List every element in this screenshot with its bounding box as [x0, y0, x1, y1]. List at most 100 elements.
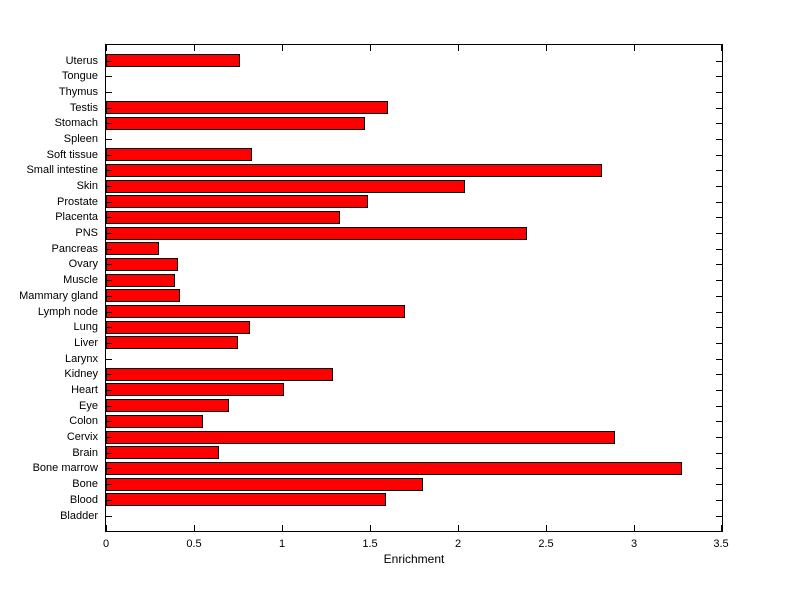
- y-tick-right-soft-tissue: [716, 155, 722, 156]
- y-tick-label-muscle: Muscle: [63, 274, 98, 287]
- y-tick-label-testis: Testis: [69, 101, 98, 114]
- y-tick-right-kidney: [716, 374, 722, 375]
- y-tick-left-colon: [106, 421, 112, 422]
- y-tick-right-brain: [716, 453, 722, 454]
- x-tick-top-2: [458, 45, 459, 51]
- y-tick-label-larynx: Larynx: [64, 352, 98, 365]
- x-tick-label-3: 3: [630, 538, 638, 550]
- bar-pancreas: [106, 242, 159, 256]
- y-tick-left-heart: [106, 390, 112, 391]
- y-tick-label-lung: Lung: [73, 321, 98, 334]
- bar-uterus: [106, 54, 240, 67]
- y-tick-label-colon: Colon: [69, 415, 98, 428]
- x-tick-top-1: [282, 45, 283, 51]
- y-tick-label-thymus: Thymus: [58, 85, 98, 98]
- x-tick-bottom-3.5: [721, 525, 722, 531]
- y-tick-label-liver: Liver: [74, 336, 98, 349]
- x-tick-label-3.5: 3.5: [713, 538, 729, 550]
- y-tick-label-kidney: Kidney: [64, 368, 98, 381]
- bar-lung: [106, 320, 251, 334]
- bar-soft-tissue: [106, 148, 253, 162]
- bar-lymph-node: [106, 305, 406, 319]
- y-tick-right-mammary-gland: [716, 296, 722, 297]
- bar-skin: [106, 179, 466, 193]
- y-tick-left-blood: [106, 500, 112, 501]
- bar-stomach: [106, 116, 365, 130]
- y-tick-label-bladder: Bladder: [60, 509, 98, 522]
- x-tick-top-3: [634, 45, 635, 51]
- y-tick-label-placenta: Placenta: [55, 211, 98, 224]
- y-tick-right-heart: [716, 390, 722, 391]
- y-tick-left-mammary-gland: [106, 296, 112, 297]
- y-tick-right-larynx: [716, 359, 722, 360]
- y-tick-right-tongue: [716, 76, 722, 77]
- y-tick-right-blood: [716, 500, 722, 501]
- y-tick-label-bone-marrow: Bone marrow: [32, 462, 98, 475]
- y-tick-left-stomach: [106, 123, 112, 124]
- y-tick-left-kidney: [106, 374, 112, 375]
- y-tick-label-lymph-node: Lymph node: [37, 305, 98, 318]
- y-tick-right-small-intestine: [716, 170, 722, 171]
- y-tick-left-placenta: [106, 217, 112, 218]
- y-tick-right-pancreas: [716, 249, 722, 250]
- y-tick-label-small-intestine: Small intestine: [26, 164, 98, 177]
- y-tick-right-eye: [716, 406, 722, 407]
- x-tick-bottom-1.5: [370, 525, 371, 531]
- y-tick-label-blood: Blood: [69, 493, 98, 506]
- y-tick-left-thymus: [106, 92, 112, 93]
- y-tick-right-bone-marrow: [716, 468, 722, 469]
- y-tick-right-ovary: [716, 264, 722, 265]
- y-tick-left-soft-tissue: [106, 155, 112, 156]
- bar-small-intestine: [106, 163, 603, 177]
- x-tick-label-0: 0: [102, 538, 110, 550]
- y-tick-right-lung: [716, 327, 722, 328]
- y-tick-right-uterus: [716, 61, 722, 62]
- x-tick-top-1.5: [370, 45, 371, 51]
- y-tick-label-mammary-gland: Mammary gland: [19, 289, 98, 302]
- y-tick-left-skin: [106, 186, 112, 187]
- y-tick-left-cervix: [106, 437, 112, 438]
- x-tick-top-2.5: [546, 45, 547, 51]
- y-tick-left-lymph-node: [106, 312, 112, 313]
- y-tick-right-lymph-node: [716, 312, 722, 313]
- y-tick-right-liver: [716, 343, 722, 344]
- x-tick-label-2.5: 2.5: [538, 538, 554, 550]
- x-tick-bottom-2.5: [546, 525, 547, 531]
- y-tick-label-ovary: Ovary: [68, 258, 98, 271]
- y-tick-right-colon: [716, 421, 722, 422]
- y-tick-right-muscle: [716, 280, 722, 281]
- bar-cervix: [106, 430, 615, 444]
- y-tick-right-bladder: [716, 516, 722, 517]
- bar-testis: [106, 101, 388, 115]
- y-tick-left-small-intestine: [106, 170, 112, 171]
- bar-bone: [106, 477, 423, 491]
- y-tick-left-tongue: [106, 76, 112, 77]
- y-tick-right-prostate: [716, 202, 722, 203]
- y-tick-left-spleen: [106, 139, 112, 140]
- y-tick-left-pns: [106, 233, 112, 234]
- plot-area: [105, 44, 723, 532]
- bar-brain: [106, 446, 219, 460]
- y-tick-right-spleen: [716, 139, 722, 140]
- y-tick-left-testis: [106, 108, 112, 109]
- x-tick-bottom-0: [106, 525, 107, 531]
- x-tick-top-0.5: [194, 45, 195, 51]
- y-tick-label-tongue: Tongue: [61, 70, 98, 83]
- y-tick-left-liver: [106, 343, 112, 344]
- bar-kidney: [106, 367, 334, 381]
- bar-colon: [106, 414, 203, 428]
- y-tick-left-muscle: [106, 280, 112, 281]
- bar-eye: [106, 399, 230, 413]
- y-tick-left-eye: [106, 406, 112, 407]
- y-tick-left-pancreas: [106, 249, 112, 250]
- bar-blood: [106, 493, 386, 507]
- y-tick-label-skin: Skin: [76, 180, 98, 193]
- y-tick-label-pancreas: Pancreas: [51, 242, 98, 255]
- x-tick-label-0.5: 0.5: [186, 538, 202, 550]
- bar-prostate: [106, 195, 369, 209]
- y-tick-right-bone: [716, 484, 722, 485]
- y-tick-right-testis: [716, 108, 722, 109]
- y-tick-left-bone-marrow: [106, 468, 112, 469]
- y-tick-left-uterus: [106, 61, 112, 62]
